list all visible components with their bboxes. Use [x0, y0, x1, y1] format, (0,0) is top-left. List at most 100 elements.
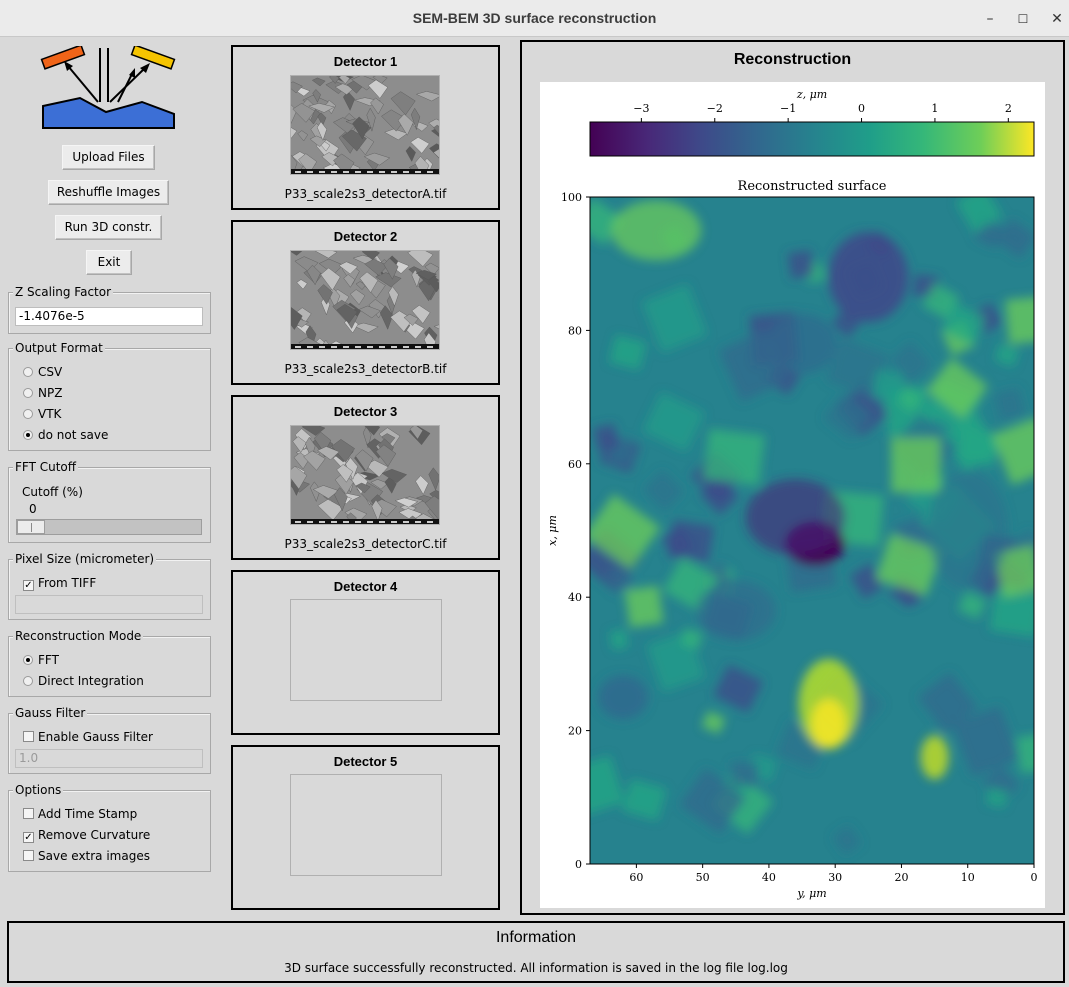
radio-icon: [23, 409, 33, 419]
enable-gauss-checkbox[interactable]: Enable Gauss Filter: [23, 729, 153, 745]
reconstruction-mode-title: Reconstruction Mode: [13, 629, 144, 643]
cutoff-slider-thumb[interactable]: [17, 520, 45, 534]
pixel-size-group: Pixel Size (micrometer) ✓ From TIFF: [8, 552, 211, 620]
window-title: SEM-BEM 3D surface reconstruction: [412, 10, 657, 26]
y-tick-label: 20: [568, 725, 582, 738]
detector-filename: P33_scale2s3_detectorB.tif: [284, 362, 447, 376]
run-3d-button[interactable]: Run 3D constr.: [55, 215, 162, 240]
output-format-title: Output Format: [13, 341, 105, 355]
app-logo-icon: [40, 46, 176, 129]
mode-direct-radio[interactable]: Direct Integration: [23, 673, 144, 689]
x-tick-label: 20: [894, 871, 908, 884]
cutoff-slider[interactable]: [16, 519, 202, 535]
pixel-size-title: Pixel Size (micrometer): [13, 552, 157, 566]
output-format-group: Output Format CSV NPZ VTK do not save: [8, 341, 211, 451]
checkbox-icon: [23, 808, 34, 819]
mode-option-label: FFT: [38, 653, 59, 667]
z-scaling-group: Z Scaling Factor -1.4076e-5: [8, 285, 211, 334]
checkmark-icon: ✓: [23, 580, 34, 591]
options-title: Options: [13, 783, 64, 797]
z-scaling-title: Z Scaling Factor: [13, 285, 114, 299]
enable-gauss-label: Enable Gauss Filter: [38, 730, 153, 744]
radio-icon: [23, 367, 33, 377]
option-label: Remove Curvature: [38, 828, 151, 842]
output-option-label: NPZ: [38, 386, 63, 400]
y-tick-label: 80: [568, 324, 582, 337]
remove-curvature-checkbox[interactable]: ✓ Remove Curvature: [23, 827, 150, 843]
colorbar-tick-label: 0: [858, 102, 865, 115]
exit-button[interactable]: Exit: [86, 250, 132, 275]
pixel-size-input[interactable]: [15, 595, 203, 614]
mode-fft-radio[interactable]: FFT: [23, 652, 59, 668]
detector-filename: P33_scale2s3_detectorC.tif: [284, 537, 447, 551]
x-tick-label: 0: [1031, 871, 1038, 884]
information-title: Information: [495, 929, 577, 946]
output-option-label: CSV: [38, 365, 63, 379]
detector-5-panel: Detector 5: [231, 745, 500, 910]
detector-title: Detector 5: [333, 754, 398, 769]
colorbar-tick-label: 2: [1005, 102, 1012, 115]
colorbar: [589, 121, 1035, 157]
plot-area: −3 −2 −1 0 1 2 z, μm Reconstructed surface 60 50…: [540, 82, 1045, 908]
cutoff-label: Cutoff (%): [22, 485, 83, 499]
colorbar-tick-label: −1: [780, 102, 796, 115]
detector-title: Detector 3: [333, 404, 398, 419]
gauss-value-input[interactable]: 1.0: [15, 749, 203, 768]
close-button[interactable]: ✕: [1051, 11, 1063, 27]
output-option-label: do not save: [38, 428, 109, 442]
title-bar: SEM-BEM 3D surface reconstruction – ☐ ✕: [0, 0, 1069, 37]
y-tick-label: 40: [568, 591, 582, 604]
x-tick-label: 10: [961, 871, 975, 884]
option-label: Save extra images: [38, 849, 150, 863]
from-tiff-checkbox[interactable]: ✓ From TIFF: [23, 575, 96, 591]
z-scaling-input[interactable]: -1.4076e-5: [15, 307, 203, 326]
upload-files-button[interactable]: Upload Files: [62, 145, 155, 170]
colorbar-tick-label: −2: [707, 102, 723, 115]
output-option-label: VTK: [38, 407, 62, 421]
gauss-filter-group: Gauss Filter Enable Gauss Filter 1.0: [8, 706, 211, 774]
reconstruction-panel: Reconstruction −3 −2 −1 0 1 2 z, μm: [520, 40, 1065, 915]
detector-3-panel: Detector 3 P33_scale2s3_detectorC.tif: [231, 395, 500, 560]
detector-5-image-placeholder[interactable]: [290, 774, 442, 876]
y-tick-label: 60: [568, 458, 582, 471]
output-vtk-radio[interactable]: VTK: [23, 406, 61, 422]
reconstruction-mode-group: Reconstruction Mode FFT Direct Integrati…: [8, 629, 211, 697]
option-label: Add Time Stamp: [38, 807, 138, 821]
x-axis-label: y, μm: [796, 887, 826, 900]
x-tick-label: 30: [828, 871, 842, 884]
detector-title: Detector 4: [333, 579, 398, 594]
checkmark-icon: ✓: [23, 832, 34, 843]
gauss-filter-title: Gauss Filter: [13, 706, 88, 720]
x-tick-label: 40: [762, 871, 776, 884]
detector-2-image[interactable]: [290, 250, 440, 350]
maximize-button[interactable]: ☐: [1017, 12, 1029, 26]
detector-1-image[interactable]: [290, 75, 440, 175]
from-tiff-label: From TIFF: [38, 576, 97, 590]
detector-filename: P33_scale2s3_detectorA.tif: [284, 187, 447, 201]
save-extra-images-checkbox[interactable]: Save extra images: [23, 848, 150, 864]
fft-cutoff-title: FFT Cutoff: [13, 460, 79, 474]
colorbar-tick-label: 1: [931, 102, 938, 115]
detector-title: Detector 2: [333, 229, 398, 244]
cutoff-value: 0: [29, 502, 37, 516]
x-tick-label: 50: [696, 871, 710, 884]
output-csv-radio[interactable]: CSV: [23, 364, 62, 380]
plot-title: Reconstructed surface: [738, 179, 887, 194]
information-message: 3D surface successfully reconstructed. A…: [284, 961, 788, 975]
radio-selected-icon: [23, 655, 33, 665]
colorbar-label: z, μm: [796, 88, 827, 101]
detector-4-image-placeholder[interactable]: [290, 599, 442, 701]
add-timestamp-checkbox[interactable]: Add Time Stamp: [23, 806, 137, 822]
reconstruction-plot: −3 −2 −1 0 1 2 z, μm Reconstructed surface 60 50…: [546, 88, 1038, 900]
x-tick-label: 60: [629, 871, 643, 884]
radio-selected-icon: [23, 430, 33, 440]
minimize-button[interactable]: –: [986, 11, 994, 27]
reshuffle-images-button[interactable]: Reshuffle Images: [48, 180, 169, 205]
radio-icon: [23, 676, 33, 686]
detector-3-image[interactable]: [290, 425, 440, 525]
output-none-radio[interactable]: do not save: [23, 427, 108, 443]
output-npz-radio[interactable]: NPZ: [23, 385, 62, 401]
y-axis-label: x, μm: [546, 515, 559, 546]
heatmap-frame: [589, 196, 1035, 865]
checkbox-icon: [23, 731, 34, 742]
